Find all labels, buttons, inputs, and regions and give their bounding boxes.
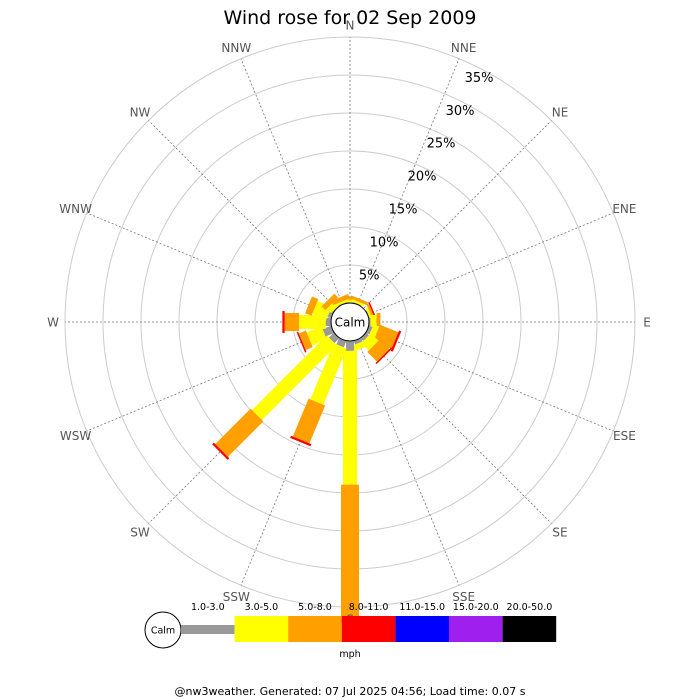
spoke-sse xyxy=(349,321,460,586)
legend-unit-label: mph xyxy=(339,649,360,660)
speed-legend: Calm 1.0-3.0 3.0-5.0 5.0-8.0 8.0-11.0 11.0-1… xyxy=(144,602,557,660)
legend-swatch-6 xyxy=(502,616,557,642)
ring-label: 15% xyxy=(389,203,418,218)
bar-w-bin-1 xyxy=(299,315,326,329)
spoke-wsw xyxy=(86,321,351,432)
direction-label-ese: ESE xyxy=(613,429,636,443)
ring-label: 25% xyxy=(427,137,456,152)
direction-label-e: E xyxy=(643,316,651,330)
direction-label-sse: SSE xyxy=(452,590,475,604)
legend-swatch-0 xyxy=(181,625,235,634)
bar-s-bin-0 xyxy=(346,341,354,351)
bar-se-bin-0 xyxy=(360,332,369,341)
spoke-ssw xyxy=(240,321,351,586)
bar-s-bin-2 xyxy=(341,484,359,620)
bar-sse-bin-1 xyxy=(352,340,368,352)
bar-nne-bin-2 xyxy=(350,295,368,306)
direction-label-w: W xyxy=(47,316,59,330)
bar-n-bin-2 xyxy=(341,298,359,300)
legend-label-1: 3.0-5.0 xyxy=(245,602,279,613)
bar-ssw-bin-1 xyxy=(310,343,347,405)
chart-title: Wind rose for 02 Sep 2009 xyxy=(223,7,476,29)
legend-swatch-4 xyxy=(395,616,449,642)
bar-wnw-bin-2 xyxy=(305,296,319,316)
direction-label-wnw: WNW xyxy=(59,202,92,216)
direction-label-ene: ENE xyxy=(612,202,636,216)
ring-labels: 5% 10% 15% 20% 25% 30% 35% xyxy=(359,71,494,283)
bar-nne-bin-1 xyxy=(351,298,365,307)
legend-label-5: 15.0-20.0 xyxy=(453,602,499,613)
bar-se-bin-3 xyxy=(375,347,393,365)
direction-label-ne: NE xyxy=(552,105,569,119)
ring-label: 20% xyxy=(408,170,437,185)
spoke-wnw xyxy=(86,212,351,323)
ring-label: 35% xyxy=(465,71,494,86)
bar-se-bin-2 xyxy=(367,339,390,362)
bar-nw-bin-2 xyxy=(321,293,339,311)
bar-nnw-bin-2 xyxy=(331,293,350,306)
direction-label-nnw: NNW xyxy=(221,41,251,55)
bar-n-bin-1 xyxy=(343,299,357,303)
calm-circle: Calm xyxy=(330,302,370,342)
calm-label: Calm xyxy=(335,316,366,330)
ring-label: 10% xyxy=(370,235,399,250)
spoke-se xyxy=(349,321,552,524)
bar-wsw-bin-3 xyxy=(296,331,307,353)
legend-swatch-1 xyxy=(234,616,289,642)
direction-label-ssw: SSW xyxy=(223,590,250,604)
spoke-nne xyxy=(349,58,460,323)
legend-label-6: 20.0-50.0 xyxy=(507,602,553,613)
bar-sse-bin-0 xyxy=(353,338,363,345)
direction-label-sw: SW xyxy=(130,526,150,540)
spoke-ne xyxy=(349,120,552,323)
legend-label-0: 1.0-3.0 xyxy=(191,602,225,613)
direction-label-wsw: WSW xyxy=(60,429,91,443)
legend-swatch-2 xyxy=(288,616,342,642)
footer-text: @nw3weather. Generated: 07 Jul 2025 04:5… xyxy=(175,685,526,698)
legend-swatch-3 xyxy=(341,616,396,642)
legend-label-2: 5.0-8.0 xyxy=(298,602,332,613)
spoke-ene xyxy=(349,212,614,323)
legend-swatch-5 xyxy=(449,616,503,642)
legend-calm-label: Calm xyxy=(151,626,175,637)
bar-w-bin-3 xyxy=(282,311,285,333)
legend-label-3: 8.0-11.0 xyxy=(349,602,389,613)
bar-ssw-bin-2 xyxy=(292,398,326,444)
direction-labels: NNNENEENEEESESESSESSSWSWWSWWWNWNWNNW xyxy=(47,19,651,627)
bar-w-bin-0 xyxy=(325,318,331,326)
spoke-nw xyxy=(148,120,351,323)
direction-label-nw: NW xyxy=(130,105,151,119)
ring-label: 30% xyxy=(446,104,475,119)
legend-label-4: 11.0-15.0 xyxy=(399,602,445,613)
bar-wnw-bin-0 xyxy=(327,309,334,319)
bar-wsw-bin-2 xyxy=(298,330,313,351)
bar-ese-bin-0 xyxy=(366,325,373,335)
bar-sw-bin-1 xyxy=(252,335,337,420)
bar-nnw-bin-1 xyxy=(335,298,349,307)
bar-w-bin-2 xyxy=(284,313,300,331)
ring-label: 5% xyxy=(359,268,380,283)
bar-s-bin-1 xyxy=(343,350,357,485)
bar-sw-bin-2 xyxy=(215,408,264,457)
bar-ssw-bin-3 xyxy=(290,435,312,447)
bar-sw-bin-3 xyxy=(212,442,230,460)
wind-bars xyxy=(212,293,402,623)
direction-label-se: SE xyxy=(552,526,567,540)
direction-label-n: N xyxy=(346,19,355,33)
bar-sw-bin-0 xyxy=(328,332,340,344)
spoke-ese xyxy=(349,321,614,432)
bar-ese-bin-3 xyxy=(390,330,402,352)
bar-wsw-bin-1 xyxy=(306,326,327,346)
spoke-sw xyxy=(148,321,351,524)
direction-label-nne: NNE xyxy=(451,41,477,55)
spoke-nnw xyxy=(240,58,351,323)
